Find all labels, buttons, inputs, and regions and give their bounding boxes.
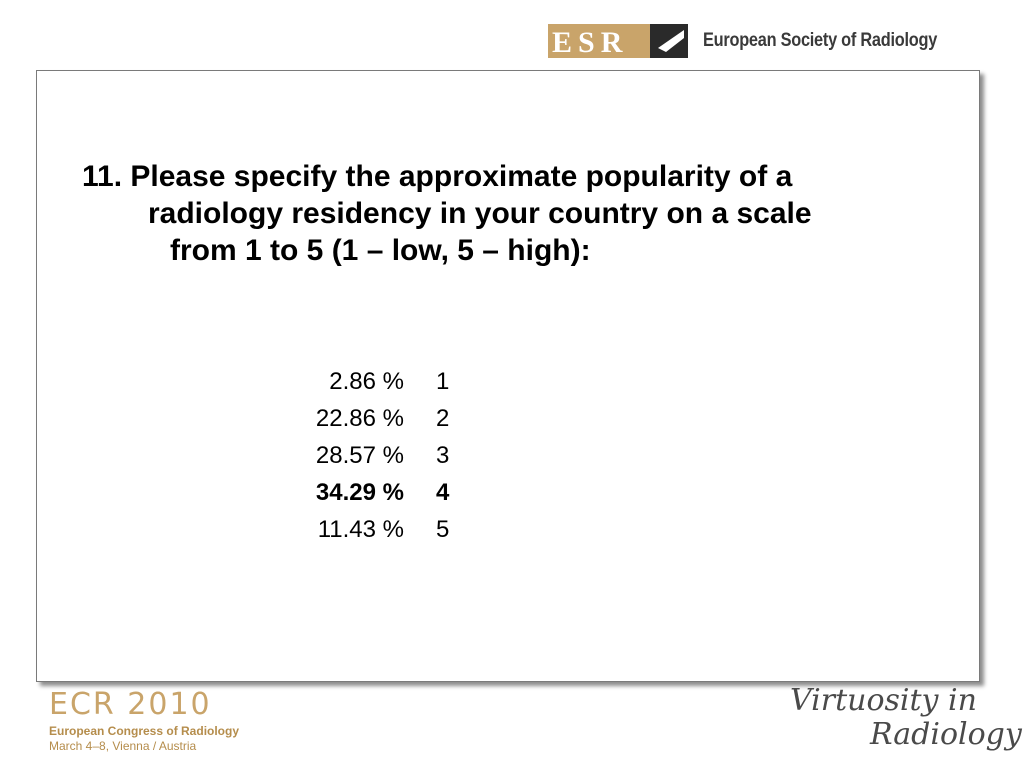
result-percent: 28.57 % <box>315 441 404 469</box>
organization-name: European Society of Radiology <box>703 30 938 51</box>
result-row: 2.86 % 1 <box>250 363 496 400</box>
congress-date: March 4–8, Vienna / Austria <box>49 739 197 753</box>
tagline: Virtuosity in Radiology <box>790 684 1022 752</box>
result-score: 4 <box>436 478 450 506</box>
svg-text:ESR: ESR <box>552 26 628 58</box>
question-text: 11. Please specify the approximate popul… <box>82 158 932 269</box>
question-line-1: 11. Please specify the approximate popul… <box>82 160 793 193</box>
tagline-line-1: Virtuosity in <box>790 683 977 718</box>
result-score: 1 <box>436 367 450 395</box>
question-line-3: from 1 to 5 (1 – low, 5 – high): <box>170 234 591 267</box>
result-row: 22.86 % 2 <box>250 400 496 437</box>
tagline-line-2: Radiology <box>870 717 1022 752</box>
ecr-logo: ECR 2010 European Congress of Radiology … <box>49 690 239 754</box>
result-score: 2 <box>436 404 450 432</box>
result-row: 11.43 % 5 <box>250 511 496 548</box>
result-row: 34.29 % 4 <box>250 474 496 511</box>
esr-logo: ESR <box>548 24 688 58</box>
result-percent: 11.43 % <box>317 515 404 543</box>
result-score: 3 <box>436 441 450 469</box>
result-percent: 2.86 % <box>329 367 404 395</box>
slide-frame <box>36 70 980 682</box>
congress-title: ECR 2010 <box>49 687 212 722</box>
result-row: 28.57 % 3 <box>250 437 496 474</box>
results-table: 2.86 % 1 22.86 % 2 28.57 % 3 34.29 % 4 1… <box>250 363 496 548</box>
question-line-2: radiology residency in your country on a… <box>148 197 812 230</box>
congress-name: European Congress of Radiology <box>49 724 240 738</box>
result-percent: 22.86 % <box>315 404 404 432</box>
result-percent: 34.29 % <box>315 478 404 506</box>
result-score: 5 <box>436 515 450 543</box>
